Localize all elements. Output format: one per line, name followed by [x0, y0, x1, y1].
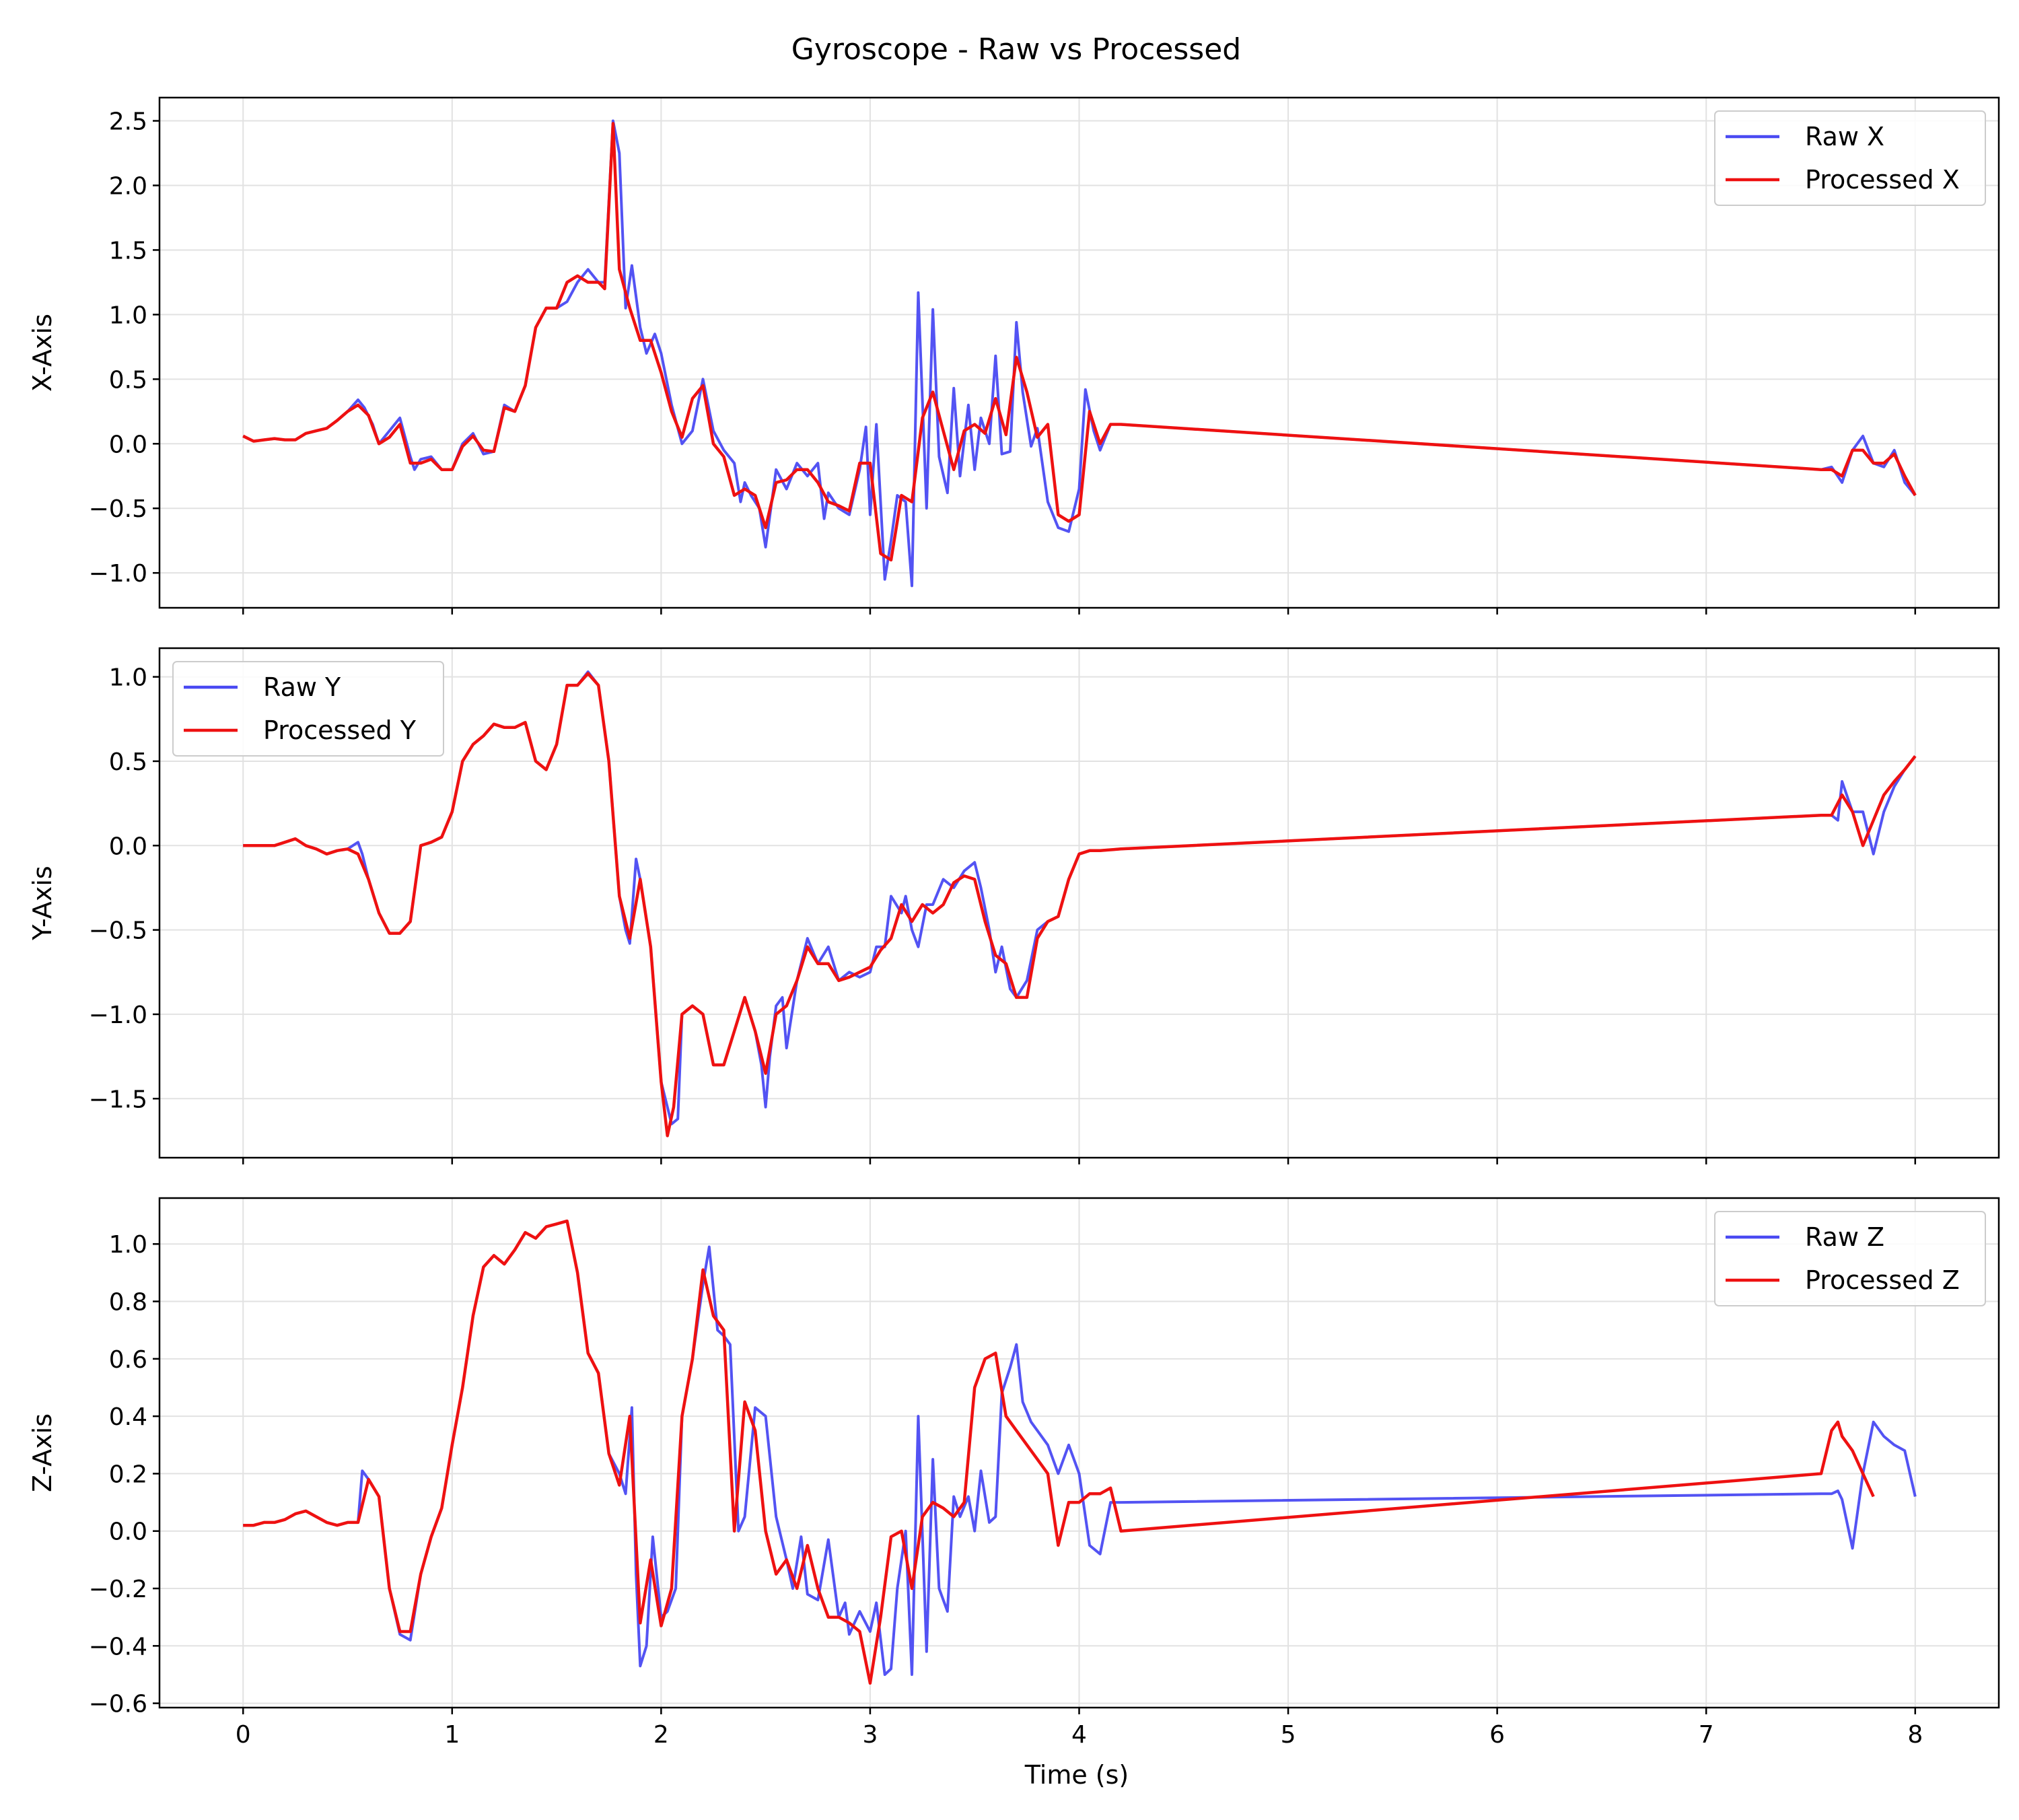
- x-tick-label: 6: [1489, 1721, 1505, 1749]
- x-tick-label: 3: [862, 1721, 878, 1749]
- x-tick-label: 2: [653, 1721, 669, 1749]
- x-tick-label: 1: [444, 1721, 460, 1749]
- legend-label: Processed Y: [263, 715, 417, 745]
- y-tick-label: 0.8: [109, 1289, 147, 1317]
- y-tick-label: 0.5: [109, 366, 147, 394]
- y-axis-label: Y-Axis: [28, 866, 57, 940]
- legend-label: Raw X: [1805, 122, 1884, 151]
- y-tick-label: 0.0: [109, 1518, 147, 1546]
- y-tick-label: 0.0: [109, 833, 147, 860]
- x-tick-label: 5: [1281, 1721, 1296, 1749]
- processed-series-line: [242, 122, 1917, 562]
- y-tick-label: 0.0: [109, 431, 147, 458]
- y-tick-label: 0.4: [109, 1403, 147, 1431]
- processed-series-line: [243, 672, 1917, 1138]
- subplots-group: 2.5 2.0 1.5 1.0 0.5 0.0 −0.5 −1.0 X-Axis Raw X Pro…: [28, 96, 2000, 1749]
- legend: Raw Z Processed Z: [1714, 1211, 1986, 1306]
- x-tick-label: 4: [1071, 1721, 1087, 1749]
- legend: Raw Y Processed Y: [172, 661, 444, 757]
- legend: Raw X Processed X: [1714, 110, 1986, 206]
- legend-label: Processed X: [1805, 165, 1960, 195]
- x-tick-label: 7: [1699, 1721, 1714, 1749]
- y-tick-label: 2.0: [109, 172, 147, 200]
- legend-box: [172, 661, 444, 757]
- y-tick-label: 1.0: [109, 302, 147, 329]
- y-tick-label: −1.5: [89, 1086, 147, 1113]
- y-tick-label: −0.6: [89, 1691, 147, 1718]
- x-axis-label: Time (s): [1024, 1760, 1129, 1790]
- subplot-2: 1.0 0.5 0.0 −0.5 −1.0 −1.5 Y-Axis Raw Y Processe…: [28, 647, 2000, 1164]
- y-tick-label: 1.0: [109, 664, 147, 692]
- y-tick-label: −0.5: [89, 495, 147, 523]
- legend-label: Raw Z: [1805, 1222, 1884, 1252]
- subplot-1: 2.5 2.0 1.5 1.0 0.5 0.0 −0.5 −1.0 X-Axis Raw X Pro…: [28, 96, 2000, 615]
- legend-label: Processed Z: [1805, 1265, 1960, 1295]
- y-tick-label: 1.5: [109, 237, 147, 265]
- y-tick-label: −0.5: [89, 917, 147, 945]
- y-tick-label: −1.0: [89, 1002, 147, 1029]
- x-tick-label: 8: [1907, 1721, 1923, 1749]
- legend-label: Raw Y: [263, 672, 341, 702]
- y-tick-label: 0.2: [109, 1461, 147, 1488]
- y-axis-label: X-Axis: [28, 314, 57, 392]
- y-tick-label: −1.0: [89, 560, 147, 588]
- y-tick-label: 0.6: [109, 1346, 147, 1374]
- x-tick-label: 0: [236, 1721, 251, 1749]
- y-tick-label: −0.2: [89, 1576, 147, 1603]
- legend-box: [1714, 1211, 1986, 1306]
- legend-box: [1714, 110, 1986, 206]
- subplot-3: 0 1 2 3 4 5 6 7 8 1.0 0.8 0.6 0.4 0.2 0.0 −0.2 −0.4 −0.6 Z…: [28, 1197, 2000, 1749]
- chart-title: Gyroscope - Raw vs Processed: [791, 32, 1241, 67]
- y-tick-label: −0.4: [89, 1633, 147, 1660]
- processed-series-line: [243, 1219, 1875, 1685]
- y-tick-label: 1.0: [109, 1231, 147, 1259]
- y-tick-label: 2.5: [109, 108, 147, 136]
- y-axis-label: Z-Axis: [28, 1413, 57, 1492]
- y-tick-label: 0.5: [109, 748, 147, 776]
